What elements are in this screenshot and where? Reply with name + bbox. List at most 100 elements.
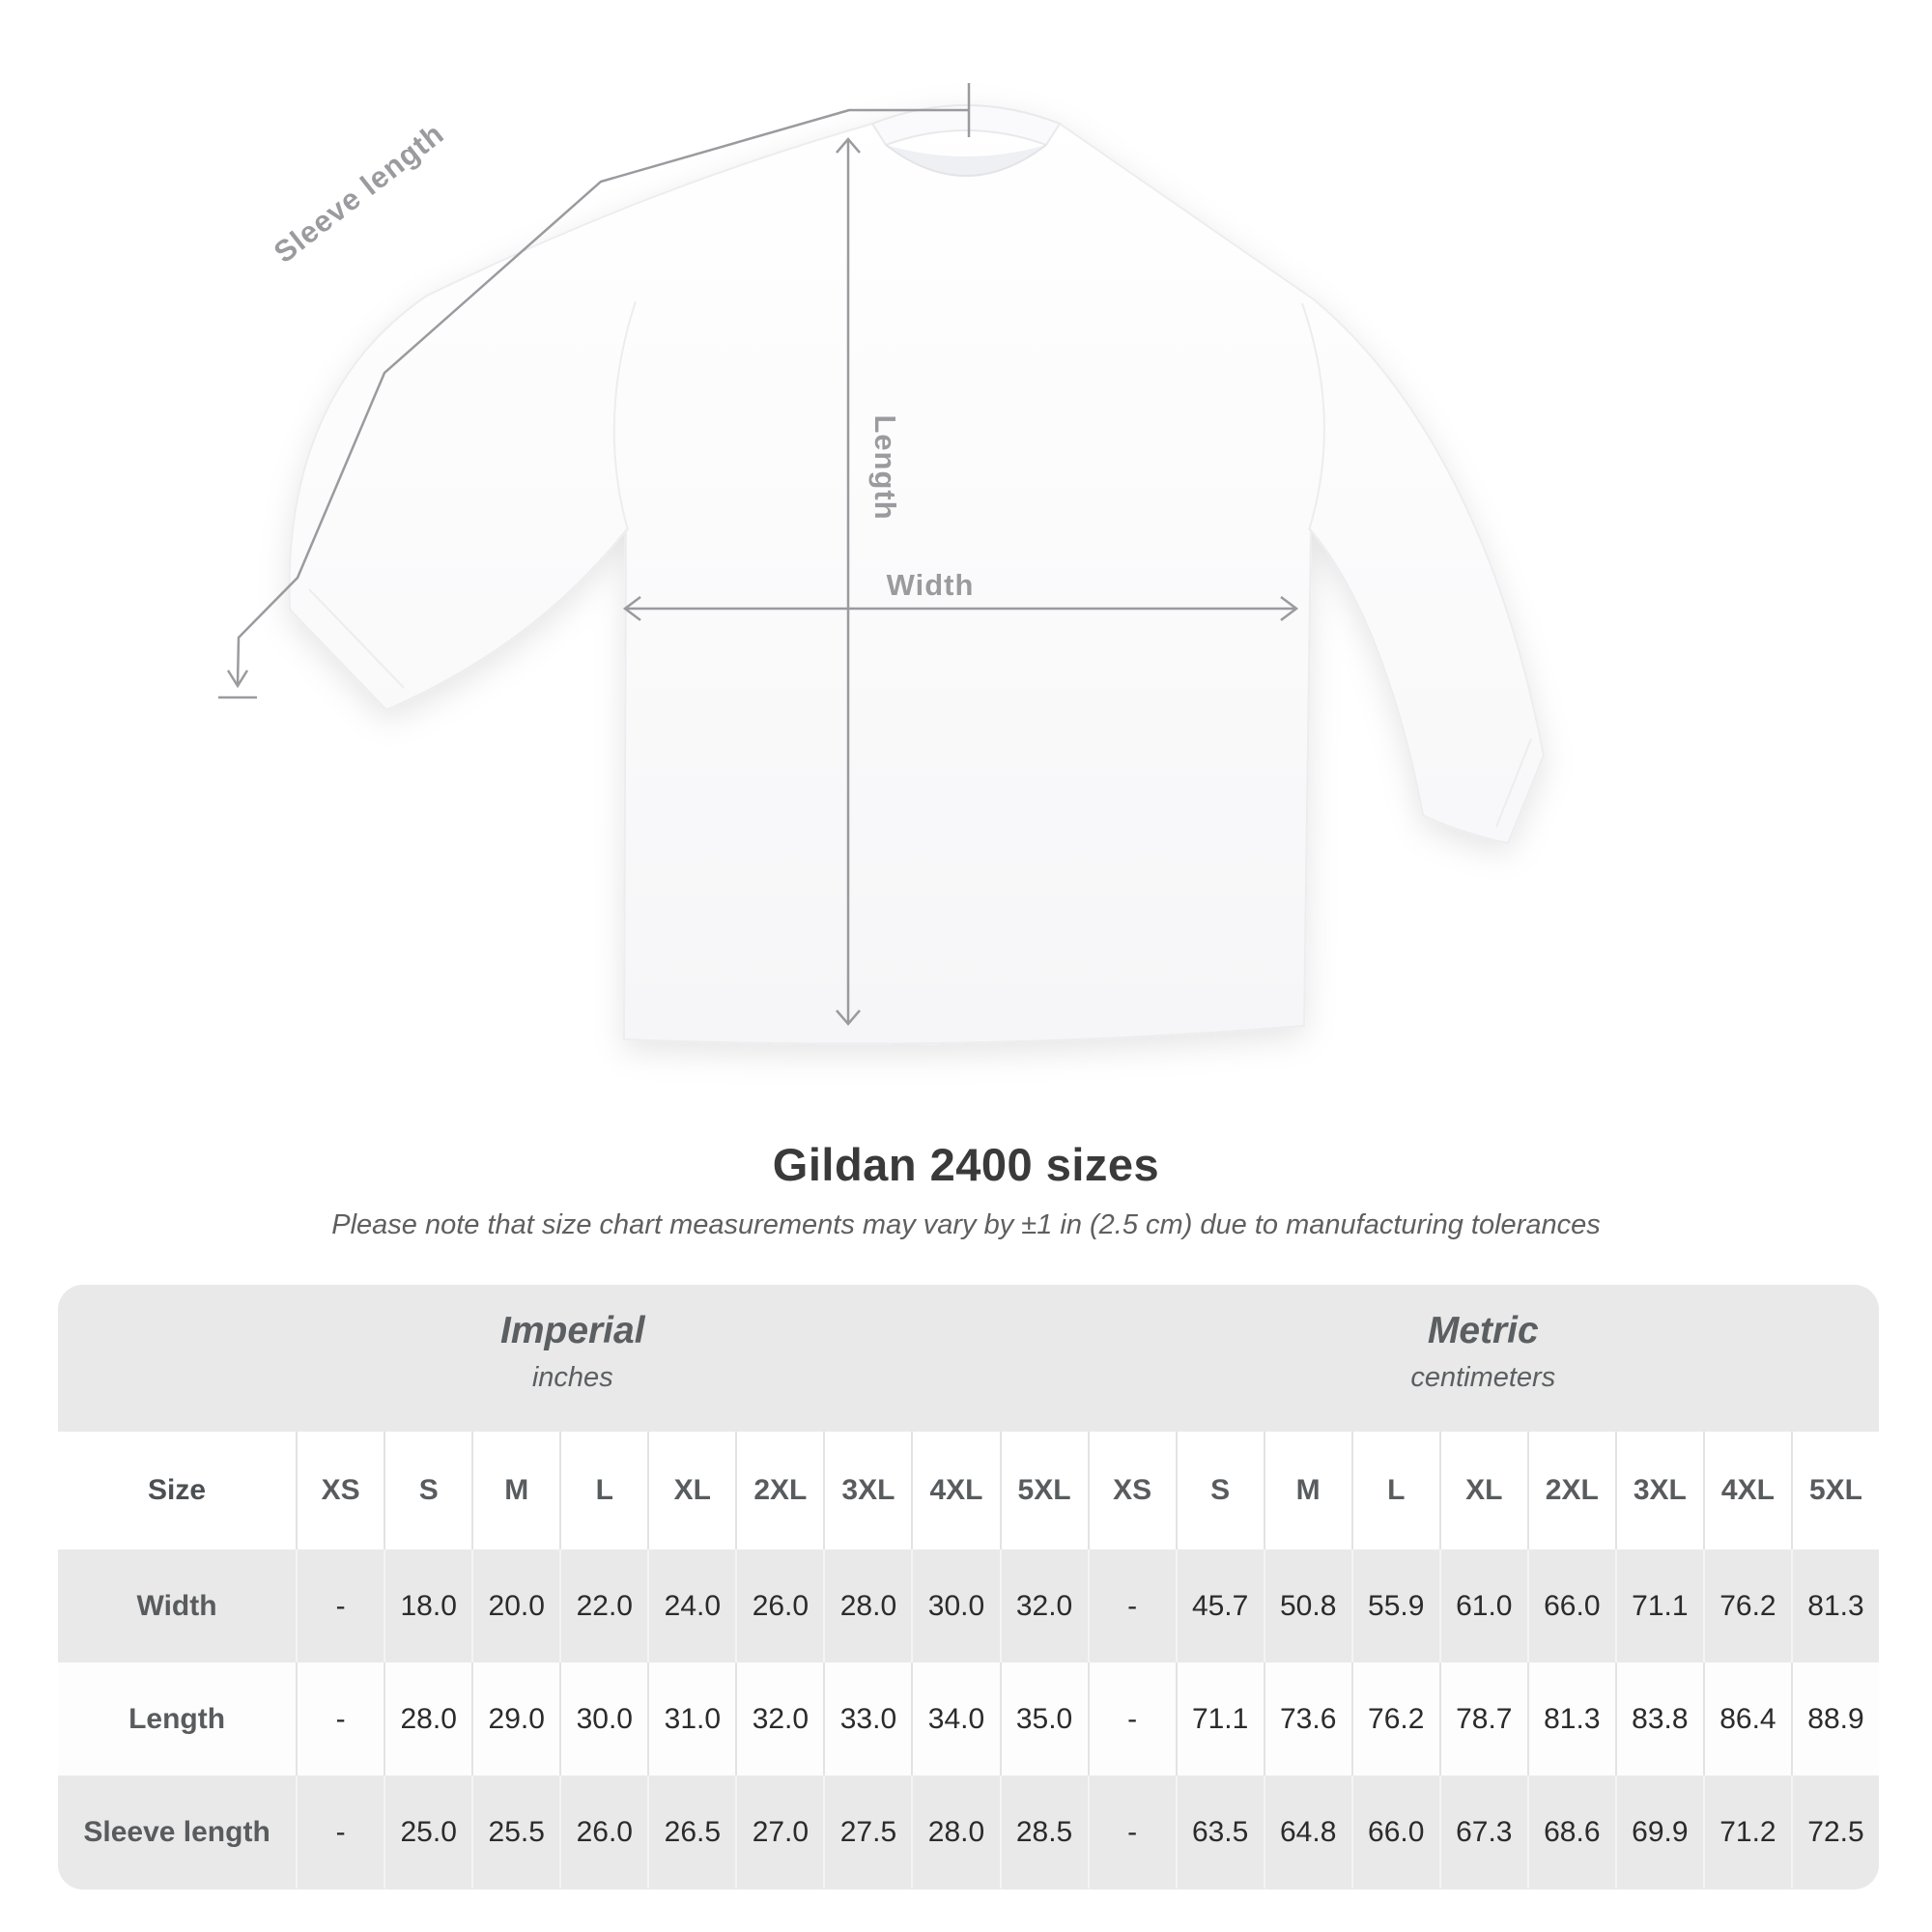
measurement-cell: 63.5 — [1175, 1776, 1264, 1889]
collar-band — [870, 104, 1062, 147]
metric-group-unit: centimeters — [1410, 1362, 1556, 1393]
size-header-imperial-xs: XS — [296, 1432, 384, 1549]
dimension-lines — [218, 83, 1299, 1026]
size-header-imperial-3xl: 3XL — [823, 1432, 911, 1549]
measurement-cell: 69.9 — [1614, 1776, 1703, 1889]
table-row-width: Width - 18.0 20.0 22.0 24.0 26.0 28.0 30… — [58, 1549, 1879, 1662]
measurement-cell: 28.5 — [999, 1776, 1088, 1889]
size-header-row: Size XS S M L XL 2XL 3XL 4XL 5XL XS S M … — [58, 1432, 1879, 1549]
shirt-body — [288, 104, 1546, 1045]
measurement-cell: 31.0 — [647, 1662, 735, 1776]
measurement-cell: 66.0 — [1526, 1549, 1615, 1662]
measurement-cell: 78.7 — [1438, 1662, 1527, 1776]
measurement-cell: 32.0 — [735, 1662, 823, 1776]
measurement-cell: 30.0 — [911, 1549, 999, 1662]
size-header-metric-4xl: 4XL — [1702, 1432, 1791, 1549]
measurement-cell: 66.0 — [1350, 1776, 1439, 1889]
size-header-metric-3xl: 3XL — [1614, 1432, 1703, 1549]
row-label: Width — [136, 1589, 217, 1622]
collar-neckline-seam — [885, 144, 1047, 177]
size-header-metric-l: L — [1350, 1432, 1439, 1549]
imperial-group-header: Imperial inches — [58, 1285, 1088, 1432]
measurement-cell: 26.5 — [647, 1776, 735, 1889]
measurement-cell: - — [296, 1662, 384, 1776]
measurement-cell: - — [1087, 1549, 1176, 1662]
size-header-imperial-2xl: 2XL — [735, 1432, 823, 1549]
measurement-cell: 33.0 — [823, 1662, 911, 1776]
measurement-cell: 86.4 — [1702, 1662, 1791, 1776]
measurement-cell: 71.1 — [1614, 1549, 1703, 1662]
width-label: Width — [887, 568, 975, 602]
left-armhole-seam — [612, 300, 637, 531]
shirt-graphic — [288, 104, 1546, 1045]
row-label: Sleeve length — [83, 1815, 270, 1848]
measurement-cell: 29.0 — [471, 1662, 559, 1776]
size-column-header: Size — [148, 1474, 207, 1506]
measurement-cell: 28.0 — [384, 1662, 471, 1776]
metric-group-header: Metric centimeters — [1088, 1285, 1879, 1432]
measurement-cell: 71.1 — [1175, 1662, 1264, 1776]
size-header-metric-xl: XL — [1438, 1432, 1527, 1549]
measurement-cell: 35.0 — [999, 1662, 1088, 1776]
imperial-group-title: Imperial — [499, 1310, 645, 1351]
size-header-imperial-m: M — [471, 1432, 559, 1549]
measurement-cell: 28.0 — [911, 1776, 999, 1889]
measurement-cell: 55.9 — [1350, 1549, 1439, 1662]
length-arrow-up-icon — [836, 137, 861, 154]
imperial-group-unit: inches — [531, 1362, 613, 1393]
size-header-metric-xs: XS — [1087, 1432, 1176, 1549]
table-row-length: Length - 28.0 29.0 30.0 31.0 32.0 33.0 3… — [58, 1662, 1879, 1776]
measurement-cell: 88.9 — [1790, 1662, 1879, 1776]
measurement-cell: 22.0 — [559, 1549, 647, 1662]
measurement-cell: 27.5 — [823, 1776, 911, 1889]
size-header-imperial-4xl: 4XL — [911, 1432, 999, 1549]
measurement-cell: 32.0 — [999, 1549, 1088, 1662]
measurement-cell: 25.5 — [471, 1776, 559, 1889]
measurement-cell: - — [296, 1549, 384, 1662]
unit-group-row: Imperial inches Metric centimeters — [58, 1285, 1879, 1432]
row-label: Length — [128, 1702, 226, 1735]
measurement-cell: 67.3 — [1438, 1776, 1527, 1889]
size-header-imperial-l: L — [559, 1432, 647, 1549]
measurement-cell: 50.8 — [1263, 1549, 1351, 1662]
measurement-cell: 76.2 — [1702, 1549, 1791, 1662]
measurement-cell: 72.5 — [1790, 1776, 1879, 1889]
length-arrow-down-icon — [836, 1009, 861, 1026]
tolerance-note: Please note that size chart measurements… — [331, 1209, 1601, 1240]
width-arrow-right-icon — [1280, 596, 1299, 621]
measurement-cell: - — [1087, 1662, 1176, 1776]
sleeve-length-line — [236, 108, 969, 685]
measurement-cell: 24.0 — [647, 1549, 735, 1662]
measurement-cell: - — [1087, 1776, 1176, 1889]
left-cuff-seam — [308, 588, 405, 689]
measurement-cell: 30.0 — [559, 1662, 647, 1776]
metric-group-title: Metric — [1427, 1310, 1539, 1351]
size-header-imperial-s: S — [384, 1432, 471, 1549]
size-header-imperial-5xl: 5XL — [999, 1432, 1088, 1549]
measurement-cell: 18.0 — [384, 1549, 471, 1662]
measurement-cell: 61.0 — [1438, 1549, 1527, 1662]
size-header-metric-5xl: 5XL — [1790, 1432, 1879, 1549]
measurement-cell: 34.0 — [911, 1662, 999, 1776]
measurement-cell: 81.3 — [1790, 1549, 1879, 1662]
shirt-diagram: Sleeve length Length Width — [218, 83, 1546, 1045]
measurement-cell: 27.0 — [735, 1776, 823, 1889]
size-header-imperial-xl: XL — [647, 1432, 735, 1549]
right-cuff-seam — [1495, 738, 1532, 828]
length-label: Length — [868, 414, 902, 520]
size-header-metric-s: S — [1175, 1432, 1264, 1549]
sleeve-length-arrowhead — [226, 669, 249, 689]
size-chart-card: Imperial inches Metric centimeters Size … — [58, 1285, 1879, 1889]
measurement-cell: 25.0 — [384, 1776, 471, 1889]
sleeve-length-label: Sleeve length — [268, 116, 450, 270]
measurement-cell: 83.8 — [1614, 1662, 1703, 1776]
size-header-metric-m: M — [1263, 1432, 1351, 1549]
measurement-cell: - — [296, 1776, 384, 1889]
measurement-cell: 20.0 — [471, 1549, 559, 1662]
table-row-sleeve-length: Sleeve length - 25.0 25.5 26.0 26.5 27.0… — [58, 1776, 1879, 1889]
measurement-cell: 28.0 — [823, 1549, 911, 1662]
measurement-cell: 71.2 — [1702, 1776, 1791, 1889]
measurement-cell: 64.8 — [1263, 1776, 1351, 1889]
measurement-cell: 73.6 — [1263, 1662, 1351, 1776]
